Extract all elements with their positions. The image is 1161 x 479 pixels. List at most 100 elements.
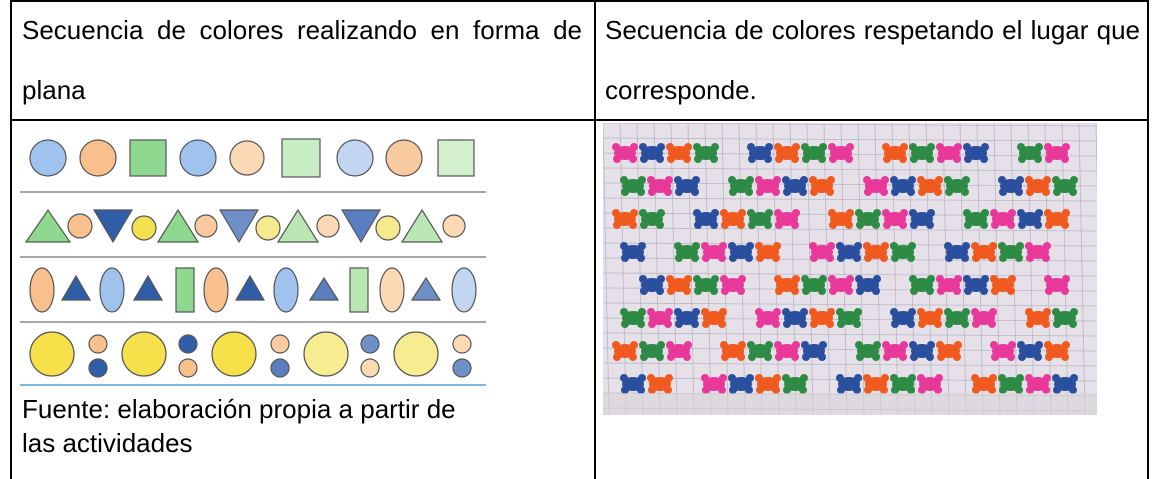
bear-sticker — [917, 308, 943, 328]
bear-sticker — [882, 143, 908, 163]
bear-sticker — [990, 275, 1016, 295]
bear-sticker — [890, 374, 916, 394]
bear-sticker — [863, 176, 889, 196]
bear-sticker — [1044, 341, 1070, 361]
bear-sticker — [720, 341, 746, 361]
grid-decoration — [925, 123, 933, 415]
bear-sticker — [639, 341, 665, 361]
bear-sticker — [1025, 308, 1051, 328]
bear-sticker — [828, 143, 854, 163]
table-border — [594, 0, 596, 479]
bear-sticker — [1044, 209, 1070, 229]
bear-sticker — [890, 176, 916, 196]
bear-sticker — [998, 374, 1024, 394]
bear-sticker — [728, 242, 754, 262]
bear-sticker — [693, 143, 719, 163]
bear-sticker — [1052, 308, 1078, 328]
bear-sticker — [998, 242, 1024, 262]
bear-sticker — [620, 308, 646, 328]
grid-decoration — [603, 332, 1097, 337]
grid-decoration — [891, 123, 899, 415]
bear-sticker — [1017, 209, 1043, 229]
bear-sticker — [666, 275, 692, 295]
grid-decoration — [976, 123, 984, 415]
bear-sticker — [809, 242, 835, 262]
grid-decoration — [603, 197, 1097, 202]
grid-decoration — [823, 123, 831, 415]
bear-sticker — [639, 275, 665, 295]
bear-sticker — [755, 242, 781, 262]
bear-sticker — [971, 374, 997, 394]
bear-sticker — [612, 143, 638, 163]
bear-sticker — [755, 176, 781, 196]
bear-sticker — [917, 176, 943, 196]
bear-sticker — [990, 341, 1016, 361]
bear-sticker — [666, 143, 692, 163]
grid-decoration — [1010, 123, 1018, 415]
bear-sticker — [693, 275, 719, 295]
bear-sticker — [620, 374, 646, 394]
bear-sticker — [971, 308, 997, 328]
bear-sticker — [774, 341, 800, 361]
bear-sticker — [963, 275, 989, 295]
bear-sticker — [747, 143, 773, 163]
bear-sticker — [909, 143, 935, 163]
bear-sticker — [612, 209, 638, 229]
grid-decoration — [721, 123, 729, 415]
bear-sticker — [936, 275, 962, 295]
grid-decoration — [603, 302, 1097, 307]
bear-sticker — [944, 308, 970, 328]
bear-sticker — [774, 209, 800, 229]
bear-sticker — [990, 209, 1016, 229]
grid-decoration — [603, 227, 1097, 232]
bear-sticker — [1017, 341, 1043, 361]
bear-sticker — [720, 209, 746, 229]
bear-sticker — [647, 308, 673, 328]
bear-sticker — [828, 209, 854, 229]
bear-sticker — [809, 308, 835, 328]
bear-sticker — [674, 176, 700, 196]
bear-sticker — [639, 209, 665, 229]
grid-decoration — [738, 123, 746, 415]
bear-sticker — [782, 374, 808, 394]
table-border — [10, 0, 12, 479]
grid-decoration — [1027, 123, 1035, 415]
bear-sticker — [647, 176, 673, 196]
bear-sticker — [836, 308, 862, 328]
grid-decoration — [603, 123, 610, 415]
grid-decoration — [772, 123, 780, 415]
bear-sticker — [774, 275, 800, 295]
header-cell: Secuencia de colores respetando el lugar… — [605, 15, 1140, 105]
bear-sticker — [855, 341, 881, 361]
bear-sticker — [809, 176, 835, 196]
grid-decoration — [670, 123, 678, 415]
bear-sticker — [909, 275, 935, 295]
grid-decoration — [636, 123, 644, 415]
bear-sticker — [963, 143, 989, 163]
grid-decoration — [1061, 123, 1069, 415]
bear-sticker — [674, 242, 700, 262]
bear-sticker — [917, 374, 943, 394]
bear-sticker — [936, 143, 962, 163]
bear-sticker — [855, 209, 881, 229]
bear-sticker — [1044, 275, 1070, 295]
bear-sticker — [755, 308, 781, 328]
bear-sticker — [936, 341, 962, 361]
caption: Fuente: elaboración propia a partir de l… — [22, 394, 456, 458]
shape-sequences — [20, 138, 486, 386]
grid-decoration — [993, 123, 1001, 415]
grid-decoration — [857, 123, 865, 415]
bear-sticker — [882, 209, 908, 229]
bear-sticker — [1052, 374, 1078, 394]
bear-sticker — [747, 341, 773, 361]
table-border — [10, 119, 1149, 121]
bear-sticker — [890, 308, 916, 328]
bear-sticker — [782, 176, 808, 196]
bear-sticker — [728, 374, 754, 394]
bear-sticker — [998, 176, 1024, 196]
table-border — [10, 0, 1149, 2]
grid-decoration — [704, 123, 712, 415]
bear-sticker — [890, 242, 916, 262]
bear-sticker — [701, 308, 727, 328]
